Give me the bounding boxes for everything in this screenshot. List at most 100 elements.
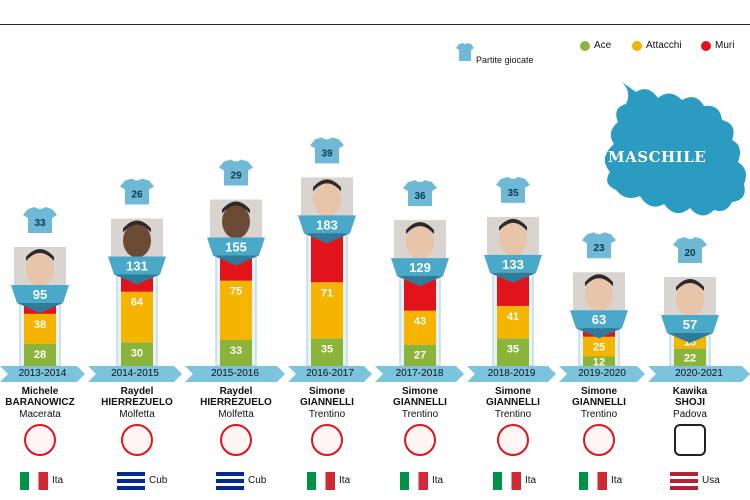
total-label: 183 bbox=[316, 217, 338, 232]
games-label: 23 bbox=[593, 243, 605, 254]
player-last-name: GIANNELLI bbox=[486, 397, 540, 408]
player-hair bbox=[123, 220, 151, 233]
jersey-icon bbox=[673, 236, 707, 263]
flag-icon bbox=[117, 472, 145, 490]
data-label-attacchi: 38 bbox=[34, 319, 46, 331]
data-label-attacchi: 25 bbox=[593, 342, 605, 354]
player-first-name: Raydel bbox=[219, 386, 253, 397]
jersey-icon bbox=[23, 206, 57, 233]
player-last-name: HIERREZUELO bbox=[101, 397, 173, 408]
trentino-logo bbox=[497, 424, 529, 456]
player-team: Padova bbox=[673, 409, 707, 420]
games-label: 36 bbox=[414, 191, 426, 202]
player-team: Molfetta bbox=[218, 409, 254, 420]
data-label-ace: 22 bbox=[684, 352, 696, 364]
games-label: 39 bbox=[321, 148, 333, 159]
bar-ace bbox=[404, 344, 436, 366]
total-badge-tip bbox=[490, 272, 536, 283]
player-first-name: Raydel bbox=[120, 386, 154, 397]
player-first-name: Simone bbox=[308, 386, 346, 397]
player-last-name: GIANNELLI bbox=[393, 397, 447, 408]
player-first-name: Michele bbox=[21, 386, 59, 397]
lube-logo bbox=[24, 424, 56, 456]
games-label: 35 bbox=[507, 188, 519, 199]
flag-icon bbox=[579, 472, 607, 490]
bar-ace bbox=[121, 342, 153, 366]
player-first-name: Simone bbox=[401, 386, 439, 397]
total-badge bbox=[108, 256, 166, 275]
molfetta-logo bbox=[121, 424, 153, 456]
legend-muri-label: Muri bbox=[715, 40, 735, 51]
total-badge bbox=[391, 258, 449, 277]
total-badge bbox=[484, 254, 542, 273]
flag-icon bbox=[20, 472, 48, 490]
top-rule bbox=[0, 24, 750, 25]
data-label-ace: 27 bbox=[414, 350, 426, 362]
player-last-name: SHOJI bbox=[674, 397, 705, 408]
data-label-ace: 35 bbox=[507, 343, 519, 355]
player-first-name: Simone bbox=[580, 386, 618, 397]
legend-ace: Ace bbox=[580, 40, 611, 51]
jersey-icon bbox=[496, 176, 530, 203]
player-team: Trentino bbox=[494, 409, 532, 420]
data-label-ace: 33 bbox=[230, 345, 242, 357]
total-badge bbox=[11, 284, 69, 303]
bar-attacchi bbox=[24, 313, 56, 344]
player-team: Trentino bbox=[580, 409, 618, 420]
ace-dot-icon bbox=[580, 40, 590, 51]
trentino-logo bbox=[311, 424, 343, 456]
nation-label: Ita bbox=[52, 475, 64, 486]
flag-icon bbox=[493, 472, 521, 490]
player-face bbox=[26, 251, 54, 286]
jersey-icon bbox=[456, 43, 474, 61]
total-badge bbox=[661, 314, 719, 333]
legend-ace-label: Ace bbox=[594, 40, 612, 51]
flag-icon bbox=[400, 472, 428, 490]
bar-ace bbox=[497, 338, 529, 366]
data-label-attacchi: 71 bbox=[321, 287, 333, 299]
player-hair bbox=[676, 278, 704, 291]
player-hair bbox=[313, 179, 341, 192]
flag-icon bbox=[670, 472, 698, 490]
nation-label: Ita bbox=[611, 475, 623, 486]
total-badge-tip bbox=[397, 276, 443, 287]
total-badge bbox=[570, 310, 628, 329]
nation-label: Ita bbox=[339, 475, 351, 486]
player-face bbox=[406, 225, 434, 260]
bar-attacchi bbox=[583, 336, 615, 357]
season-label: 2017-2018 bbox=[375, 366, 464, 382]
season-label: 2014-2015 bbox=[88, 366, 182, 382]
player-face bbox=[676, 281, 704, 316]
flag-icon bbox=[307, 472, 335, 490]
total-badge-tip bbox=[576, 328, 622, 339]
bar-attacchi bbox=[220, 280, 252, 340]
player-hair bbox=[26, 248, 54, 261]
season-label: 2019-2020 bbox=[559, 366, 645, 382]
player-last-name: BARANOWICZ bbox=[5, 397, 75, 408]
player-team: Macerata bbox=[19, 409, 61, 420]
data-label-attacchi: 64 bbox=[131, 297, 144, 309]
games-label: 20 bbox=[684, 248, 696, 259]
player-hair bbox=[222, 201, 250, 214]
player-face bbox=[123, 223, 151, 258]
player-face bbox=[313, 182, 341, 217]
nation-label: Cub bbox=[248, 475, 267, 486]
total-badge-tip bbox=[114, 274, 160, 285]
total-badge-tip bbox=[304, 233, 350, 244]
total-badge-tip bbox=[17, 302, 63, 313]
nation-label: Usa bbox=[702, 475, 720, 486]
bar-attacchi bbox=[497, 305, 529, 339]
season-timeline: 2013-2014 2014-2015 2015-2016 2016-2017 2017… bbox=[0, 366, 750, 382]
jersey-icon bbox=[403, 180, 437, 207]
player-hair bbox=[585, 274, 613, 287]
total-label: 155 bbox=[225, 240, 247, 255]
player-face bbox=[222, 204, 250, 239]
total-label: 133 bbox=[502, 257, 524, 272]
player-first-name: Kawika bbox=[672, 386, 708, 397]
jersey-icon bbox=[219, 159, 253, 186]
games-label: 29 bbox=[230, 171, 242, 182]
data-label-ace: 30 bbox=[131, 347, 143, 359]
total-badge-tip bbox=[213, 255, 259, 266]
maschile-blob bbox=[604, 82, 746, 216]
